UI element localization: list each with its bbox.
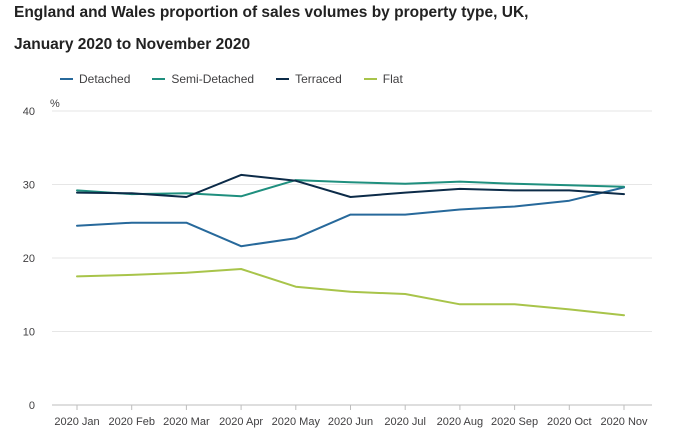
legend-swatch-detached — [60, 78, 73, 80]
x-tick-label: 2020 Jun — [328, 416, 373, 428]
legend-item-semi-detached[interactable]: Semi-Detached — [152, 72, 254, 86]
x-tick-label: 2020 Sep — [491, 416, 538, 428]
legend-label-terraced: Terraced — [295, 72, 342, 86]
y-axis: 0 10 20 30 40 — [23, 106, 35, 412]
x-tick-label: 2020 Mar — [163, 416, 210, 428]
y-axis-unit-label: % — [50, 98, 60, 110]
x-tick-label: 2020 Feb — [108, 416, 154, 428]
series-detached[interactable] — [76, 186, 625, 248]
series-semi-detached[interactable] — [76, 179, 625, 198]
legend-label-detached: Detached — [79, 72, 131, 86]
x-tick-label: 2020 Jan — [54, 416, 99, 428]
x-axis: 2020 Jan 2020 Feb 2020 Mar 2020 Apr 2020 May… — [54, 405, 648, 428]
x-tick-label: 2020 Jul — [384, 416, 426, 428]
legend-label-flat: Flat — [382, 72, 403, 86]
x-tick-label: 2020 Nov — [600, 416, 648, 428]
y-tick-label: 10 — [23, 327, 35, 339]
series-line-detached[interactable] — [76, 186, 625, 248]
legend-swatch-terraced — [276, 78, 290, 80]
legend-swatch-flat — [363, 78, 377, 80]
series-lines — [76, 173, 625, 317]
x-tick-label: 2020 May — [272, 416, 321, 428]
y-tick-label: 30 — [23, 180, 35, 192]
y-tick-label: 40 — [23, 106, 35, 118]
x-tick-label: 2020 Aug — [437, 416, 484, 428]
legend-item-terraced[interactable]: Terraced — [276, 72, 342, 86]
legend-label-semi-detached: Semi-Detached — [171, 72, 255, 86]
series-line-semi-detached[interactable] — [76, 179, 625, 198]
series-flat[interactable] — [76, 268, 625, 317]
legend-item-detached[interactable]: Detached — [60, 72, 130, 86]
legend: Detached Semi-Detached Terraced Flat — [60, 72, 425, 86]
y-tick-label: 0 — [29, 400, 35, 412]
gridlines — [52, 110, 652, 406]
series-line-terraced[interactable] — [76, 173, 625, 198]
series-terraced[interactable] — [76, 173, 625, 198]
legend-item-flat[interactable]: Flat — [363, 72, 403, 86]
series-line-flat[interactable] — [76, 268, 625, 317]
legend-swatch-semi-detached — [152, 78, 166, 80]
y-tick-label: 20 — [23, 253, 35, 265]
chart-title-line-2: January 2020 to November 2020 — [14, 36, 251, 53]
chart-title-line-1: England and Wales proportion of sales vo… — [14, 4, 529, 21]
x-tick-label: 2020 Apr — [219, 416, 263, 428]
x-tick-label: 2020 Oct — [547, 416, 592, 428]
